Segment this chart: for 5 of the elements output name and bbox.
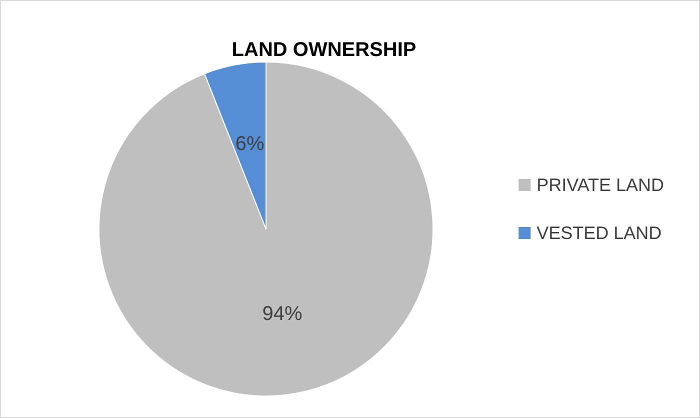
data-label: 94% bbox=[262, 302, 302, 325]
data-label: 6% bbox=[235, 133, 264, 156]
chart-title: LAND OWNERSHIP bbox=[232, 39, 416, 61]
legend-label: VESTED LAND bbox=[536, 223, 662, 243]
legend-label: PRIVATE LAND bbox=[536, 175, 664, 195]
